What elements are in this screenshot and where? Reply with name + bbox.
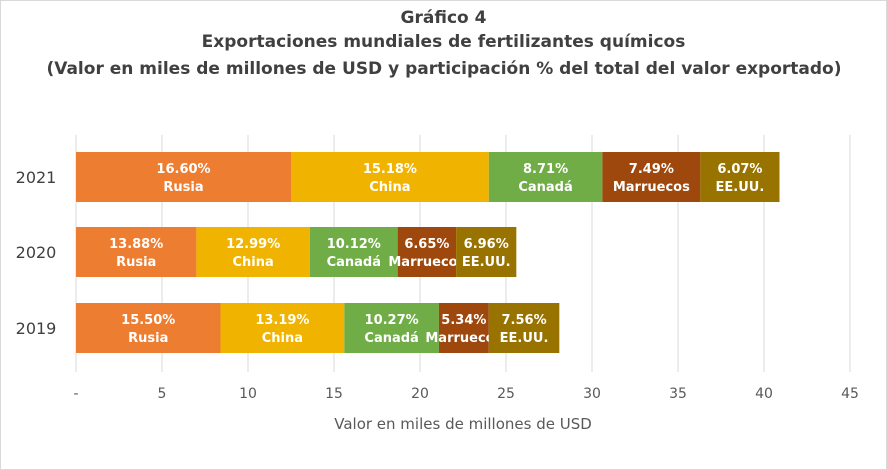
data-label: 5.34% (441, 313, 486, 328)
series-label: China (262, 331, 303, 346)
data-label: 6.07% (717, 162, 762, 177)
series-label: EE.UU. (500, 331, 549, 346)
data-label: 10.27% (365, 313, 419, 328)
chart-title: Gráfico 4 (400, 8, 487, 28)
x-tick-label: 5 (158, 386, 167, 402)
bar-segment (76, 303, 221, 353)
series-label: Marruecos (613, 180, 690, 195)
series-label: Canadá (364, 331, 418, 346)
x-tick-label: 45 (841, 386, 859, 402)
series-label: Marruecos (425, 331, 502, 346)
series-label: Rusia (116, 255, 156, 270)
bar-segment (397, 227, 457, 277)
data-label: 16.60% (156, 162, 210, 177)
bar-segment (438, 303, 489, 353)
bar-segment (700, 152, 780, 202)
series-label: Rusia (128, 331, 168, 346)
bar-segment (309, 227, 398, 277)
bar-segment (488, 152, 603, 202)
x-tick-label: 40 (755, 386, 773, 402)
bar-segment (456, 227, 517, 277)
series-label: Marruecos (388, 255, 465, 270)
data-label: 8.71% (523, 162, 568, 177)
chart-subtitle: Exportaciones mundiales de fertilizantes… (201, 32, 686, 52)
x-tick-label: 15 (325, 386, 343, 402)
data-label: 15.50% (121, 313, 175, 328)
category-label: 2020 (16, 243, 57, 262)
data-label: 13.19% (255, 313, 309, 328)
bar-segment (76, 152, 291, 202)
data-label: 10.12% (327, 237, 381, 252)
data-label: 12.99% (226, 237, 280, 252)
x-tick-label: 30 (583, 386, 601, 402)
category-label: 2021 (16, 168, 57, 187)
bar-segment (291, 152, 489, 202)
x-axis-label: Valor en miles de millones de USD (334, 415, 592, 433)
data-label: 7.56% (502, 313, 547, 328)
x-tick-label: 35 (669, 386, 687, 402)
series-label: EE.UU. (462, 255, 511, 270)
x-tick-label: 10 (239, 386, 257, 402)
category-label: 2019 (16, 319, 57, 338)
data-label: 6.65% (404, 237, 449, 252)
series-label: EE.UU. (716, 180, 765, 195)
series-label: China (369, 180, 410, 195)
bar-segment (602, 152, 701, 202)
series-label: China (233, 255, 274, 270)
x-tick-label: - (73, 386, 78, 402)
x-tick-label: 25 (497, 386, 515, 402)
series-label: Canadá (518, 180, 572, 195)
bar-segment (488, 303, 560, 353)
series-label: Rusia (163, 180, 203, 195)
bar-segment (220, 303, 345, 353)
data-label: 15.18% (363, 162, 417, 177)
x-tick-label: 20 (411, 386, 429, 402)
bar-segment (76, 227, 197, 277)
chart-subtitle-2: (Valor en miles de millones de USD y par… (46, 59, 842, 79)
data-label: 7.49% (629, 162, 674, 177)
data-label: 6.96% (464, 237, 509, 252)
bar-segment (196, 227, 310, 277)
series-label: Canadá (327, 255, 381, 270)
data-label: 13.88% (109, 237, 163, 252)
bar-segment (344, 303, 439, 353)
